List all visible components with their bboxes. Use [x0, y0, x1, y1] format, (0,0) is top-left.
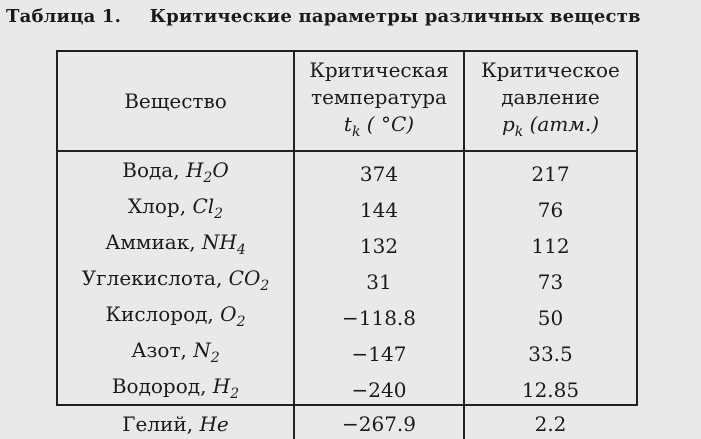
substance-name: Кислород, [105, 302, 214, 326]
substance-cell: Азот, N2 [58, 336, 294, 372]
substance-cell: Аммиак, NH4 [58, 228, 294, 264]
header-temperature: Критическая температура tk ( °C) [293, 52, 464, 152]
header-row: Вещество Критическая температура tk ( °C… [58, 52, 636, 152]
substance-name: Углекислота, [81, 266, 223, 290]
substance-formula: H2 [212, 374, 240, 402]
substance-cell: Углекислота, CO2 [58, 264, 294, 300]
pressure-cell: 2.2 [463, 408, 636, 439]
substance-cell: Хлор, Cl2 [58, 192, 294, 228]
header-pressure-line2: давление [501, 84, 600, 109]
caption-label: Таблица 1. [6, 6, 122, 27]
header-temperature-line1: Критическая [309, 57, 449, 82]
substance-name: Хлор, [127, 194, 187, 218]
temperature-cell: 144 [293, 192, 464, 228]
temperature-cell: 132 [293, 228, 464, 264]
substance-formula: NH4 [201, 230, 246, 258]
pressure-cell: 73 [463, 264, 636, 300]
table-row: Хлор, Cl2 144 76 [58, 192, 636, 228]
table-row: Углекислота, CO2 31 73 [58, 264, 636, 300]
substance-formula: N2 [193, 338, 220, 366]
substance-name: Водород, [111, 374, 207, 398]
header-pressure: Критическое давление pk (атм.) [463, 52, 636, 152]
substance-name: Азот, [131, 338, 187, 362]
table-row: Водород, H2 −240 12.85 [58, 372, 636, 408]
substance-cell: Водород, H2 [58, 372, 294, 408]
substance-formula: Cl2 [192, 194, 224, 222]
temperature-cell: 31 [293, 264, 464, 300]
pressure-cell: 12.85 [463, 372, 636, 408]
temperature-cell: −240 [293, 372, 464, 408]
substance-name: Вода, [122, 158, 180, 182]
temperature-cell: 374 [293, 151, 464, 192]
pressure-cell: 50 [463, 300, 636, 336]
caption-text: Критические параметры различных веществ [149, 6, 641, 27]
table-row: Вода, H2O 374 217 [58, 151, 636, 192]
pressure-cell: 217 [463, 151, 636, 192]
substance-name: Аммиак, [105, 230, 196, 254]
substance-cell: Кислород, O2 [58, 300, 294, 336]
substance-formula: He [199, 411, 229, 436]
table-row: Гелий, He −267.9 2.2 [58, 408, 636, 439]
pressure-cell: 112 [463, 228, 636, 264]
table-row: Азот, N2 −147 33.5 [58, 336, 636, 372]
substance-formula: H2O [185, 158, 229, 186]
header-pressure-line3: pk (атм.) [501, 111, 600, 140]
substance-formula: O2 [220, 302, 246, 330]
table-row: Кислород, O2 −118.8 50 [58, 300, 636, 336]
substance-name: Гелий, [122, 411, 194, 436]
table-caption: Таблица 1. Критические параметры различн… [6, 6, 641, 27]
substance-cell: Вода, H2O [58, 151, 294, 192]
header-temperature-line3: tk ( °C) [343, 111, 415, 140]
table-row: Аммиак, NH4 132 112 [58, 228, 636, 264]
header-temperature-line2: температура [311, 84, 447, 109]
substance-formula: CO2 [228, 266, 270, 294]
pressure-cell: 33.5 [463, 336, 636, 372]
header-substance: Вещество [58, 52, 294, 152]
critical-parameters-table: Вещество Критическая температура tk ( °C… [56, 50, 638, 439]
temperature-cell: −118.8 [293, 300, 464, 336]
temperature-cell: −147 [293, 336, 464, 372]
substance-cell: Гелий, He [58, 408, 294, 439]
temperature-cell: −267.9 [293, 408, 464, 439]
pressure-cell: 76 [463, 192, 636, 228]
header-pressure-line1: Критическое [481, 57, 620, 82]
